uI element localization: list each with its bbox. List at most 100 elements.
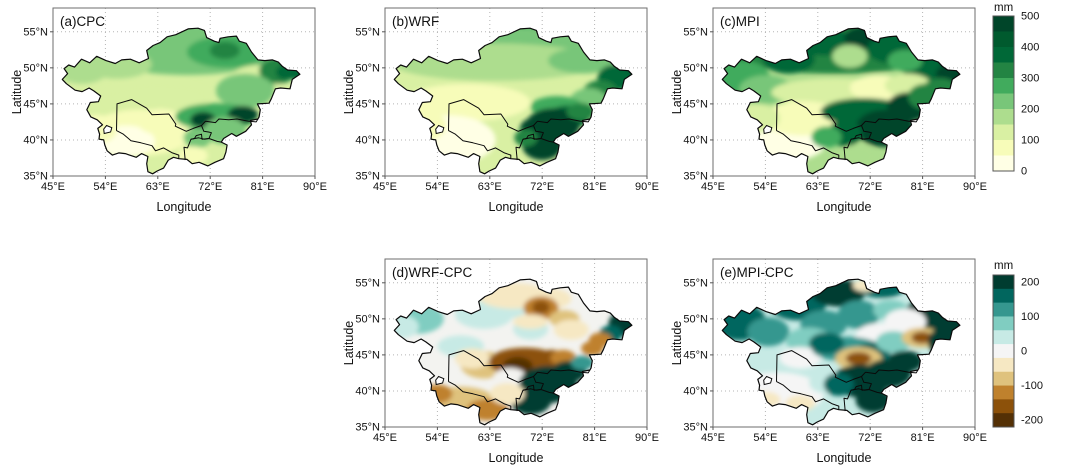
lake-outline [435, 375, 445, 386]
y-tick-label: 40°N [683, 385, 708, 397]
country-border [448, 381, 512, 410]
country-border [448, 130, 512, 159]
colorbar-segment [993, 140, 1014, 156]
country-border [850, 388, 882, 394]
y-tick-label: 55°N [683, 26, 708, 38]
colorbar-tick-label: 300 [1021, 73, 1039, 85]
axes-frame [712, 7, 976, 177]
contour-fill-blob [747, 317, 790, 347]
contour-fill-blob [177, 146, 208, 166]
y-axis-label: Latitude [670, 321, 684, 366]
lake-outline [435, 124, 445, 135]
contour-fill-blob [514, 129, 538, 147]
x-tick-label: 90°E [963, 181, 987, 193]
country-border [116, 130, 180, 159]
contour-fill-blob [105, 82, 211, 114]
y-tick-label: 45°N [683, 98, 708, 110]
x-tick-label: 72°E [858, 432, 882, 444]
y-tick-label: 35°N [23, 171, 48, 183]
colorbar-segment [993, 413, 1014, 428]
x-tick-label: 90°E [963, 432, 987, 444]
contour-fill-blob [581, 341, 604, 356]
colorbar-segment [993, 385, 1014, 400]
contour-fill-blob [566, 103, 595, 121]
x-axis-label: Longitude [157, 200, 212, 214]
panel-a-cpc-map: 45°E 54°E 63°E 72°E 81°E 90°E 35°N 40°N 45°N 50°N… [9, 2, 331, 227]
x-axis-label: Longitude [817, 451, 872, 465]
y-tick-label: 45°N [683, 349, 708, 361]
colorbar-tick-label: 400 [1021, 42, 1039, 54]
contour-fill-blob [209, 41, 240, 60]
colorbar-tick-label: -200 [1021, 415, 1043, 427]
region-outline [393, 27, 633, 175]
colorbar-segment [993, 155, 1014, 172]
y-tick-label: 55°N [683, 277, 708, 289]
x-tick-label: 45°E [41, 181, 65, 193]
y-tick-label: 50°N [355, 313, 380, 325]
colorbar-segment [993, 344, 1014, 359]
x-axis-label: Longitude [489, 451, 544, 465]
y-tick-label: 55°N [355, 277, 380, 289]
panel-title: (c)MPI [720, 14, 760, 29]
country-border [865, 369, 919, 375]
country-border [522, 137, 554, 143]
contour-fill-blob [908, 83, 943, 110]
country-border [515, 125, 544, 161]
x-tick-label: 90°E [635, 432, 659, 444]
panel-title: (d)WRF-CPC [392, 265, 472, 280]
colorbar-precipitation: mm 500 400 300 200 100 0 [991, 2, 1080, 217]
axes-frame [384, 7, 648, 177]
contour-fill-blob [733, 103, 780, 133]
colorbar-segment [993, 371, 1014, 386]
country-border [776, 130, 840, 159]
contour-fill-blob [887, 350, 923, 373]
colorbar-segment [993, 275, 1014, 290]
colorbar-segment [993, 288, 1014, 304]
colorbar-difference: mm 200 100 0 -100 -200 [991, 253, 1080, 468]
colorbar-units-label: mm [994, 2, 1013, 14]
colorbar-frame [992, 274, 1015, 428]
y-tick-label: 50°N [23, 62, 48, 74]
country-border [205, 118, 259, 124]
colorbar-segment [993, 78, 1014, 94]
x-tick-label: 63°E [146, 181, 170, 193]
lake-outline [103, 124, 113, 135]
contour-fill-blob [911, 331, 933, 344]
x-tick-label: 72°E [530, 432, 554, 444]
x-tick-label: 90°E [303, 181, 327, 193]
country-border [776, 381, 840, 410]
map-plot-b: 45°E 54°E 63°E 72°E 81°E 90°E 35°N 40°N 45°N 50°N… [342, 7, 659, 214]
panel-d-wrf-minus-cpc-map: 45°E 54°E 63°E 72°E 81°E 90°E 35°N 40°N 45°N 50°N… [341, 253, 663, 473]
colorbar-diff: mm 200 100 0 -100 -200 [992, 260, 1043, 428]
y-axis-label: Latitude [670, 70, 684, 115]
lake-outline [763, 124, 773, 135]
y-tick-label: 35°N [683, 422, 708, 434]
contour-fill-blob [532, 300, 550, 314]
contour-fill-blob [855, 388, 891, 413]
x-tick-label: 81°E [583, 432, 607, 444]
colorbar-segment [993, 31, 1014, 48]
y-tick-label: 40°N [355, 134, 380, 146]
colorbar-frame [992, 15, 1015, 172]
x-tick-label: 72°E [530, 181, 554, 193]
contour-fill-blob [832, 44, 868, 68]
country-border [537, 118, 591, 124]
axes-frame [52, 7, 316, 177]
country-border [522, 388, 554, 394]
panel-title: (e)MPI-CPC [720, 265, 794, 280]
y-tick-label: 55°N [355, 26, 380, 38]
colorbar-segment [993, 357, 1014, 373]
y-tick-label: 45°N [355, 349, 380, 361]
colorbar-segment [993, 399, 1014, 414]
colorbar-tick-label: 0 [1021, 166, 1027, 178]
y-tick-label: 50°N [683, 313, 708, 325]
x-tick-label: 63°E [806, 432, 830, 444]
contour-fill-blob [513, 314, 549, 329]
x-tick-label: 45°E [701, 432, 725, 444]
y-tick-label: 55°N [23, 26, 48, 38]
x-tick-label: 45°E [373, 181, 397, 193]
contour-fill-blob [553, 319, 589, 340]
country-border [865, 118, 919, 124]
axes-frame [384, 258, 648, 428]
